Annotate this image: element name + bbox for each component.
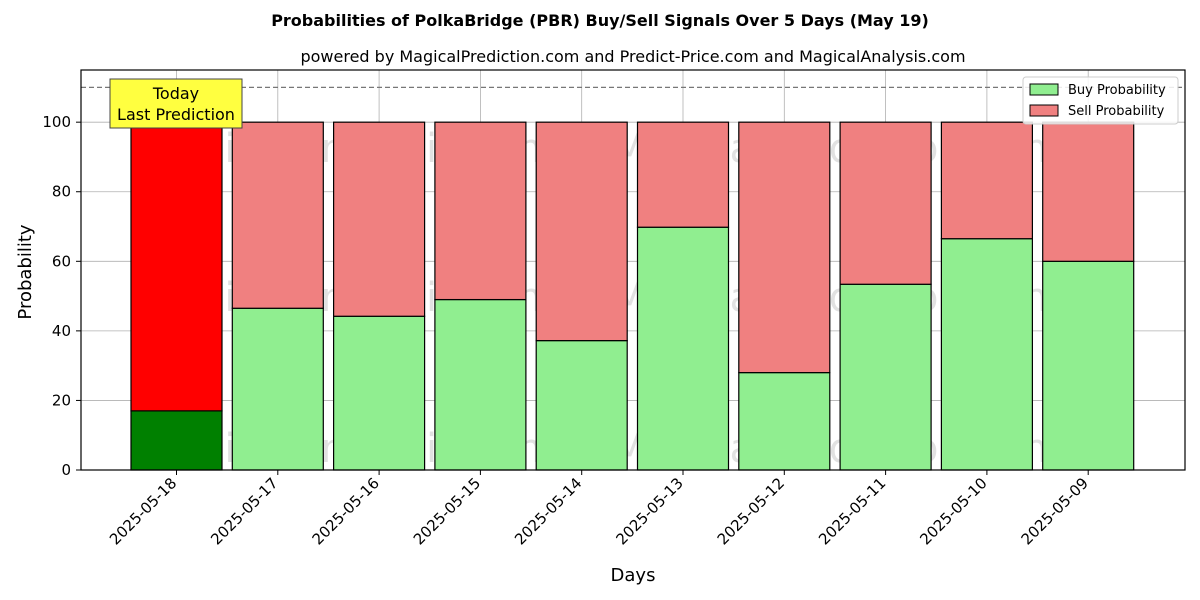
x-axis-label: Days	[611, 565, 656, 586]
sell-bar	[434, 121, 527, 301]
y-tick-label: 0	[61, 461, 71, 479]
buy-bar	[434, 298, 527, 471]
today-annotation: Today Last Prediction	[109, 78, 243, 129]
legend-swatch	[1029, 83, 1059, 96]
x-tick-label: 2025-05-16	[309, 474, 383, 548]
x-tick-label: 2025-05-13	[612, 474, 686, 548]
x-tick-label: 2025-05-11	[815, 474, 889, 548]
sell-bar	[738, 121, 831, 374]
buy-bar	[738, 372, 831, 471]
y-tick-label: 60	[52, 252, 71, 270]
x-tick-label: 2025-05-18	[106, 474, 180, 548]
x-tick-label: 2025-05-15	[410, 474, 484, 548]
y-axis-label: Probability	[15, 224, 36, 319]
buy-bar	[636, 226, 730, 471]
y-tick-label: 40	[52, 322, 71, 340]
legend-label: Buy Probability	[1068, 83, 1166, 98]
y-tick-label: 20	[52, 391, 71, 409]
annotation-text: Today	[152, 84, 199, 103]
legend: Buy Probability Sell Probability	[1022, 76, 1179, 125]
axes	[80, 69, 1186, 471]
buy-bar	[333, 315, 426, 471]
buy-bar	[231, 307, 324, 471]
y-tick-label: 80	[52, 183, 71, 201]
x-tick-label: 2025-05-09	[1018, 474, 1092, 548]
x-tick-label: 2025-05-10	[916, 474, 990, 548]
sell-bar	[535, 121, 628, 342]
annotation-text: Last Prediction	[117, 105, 235, 124]
buy-bar	[535, 340, 628, 471]
x-tick-label: 2025-05-14	[511, 474, 585, 548]
buy-bar	[839, 283, 932, 471]
sell-bar	[636, 121, 730, 228]
chart-subtitle: powered by MagicalPrediction.com and Pre…	[300, 47, 965, 66]
legend-swatch	[1029, 104, 1059, 117]
sell-bar	[130, 121, 223, 412]
sell-bar	[333, 121, 426, 317]
chart-title: Probabilities of PolkaBridge (PBR) Buy/S…	[271, 11, 929, 30]
bars	[130, 121, 1135, 471]
sell-bar	[839, 121, 932, 285]
legend-box	[1022, 76, 1179, 125]
plot-frame	[80, 69, 1186, 471]
sell-bar	[1042, 121, 1135, 262]
annotation-box	[109, 78, 243, 129]
legend-label: Sell Probability	[1068, 104, 1165, 119]
sell-bar	[940, 121, 1034, 240]
buy-bar	[940, 238, 1034, 471]
x-tick-label: 2025-05-17	[207, 474, 281, 548]
x-tick-label: 2025-05-12	[714, 474, 788, 548]
buy-bar	[130, 410, 223, 471]
y-tick-label: 100	[42, 113, 71, 131]
buy-bar	[1042, 260, 1135, 471]
sell-bar	[231, 121, 324, 309]
